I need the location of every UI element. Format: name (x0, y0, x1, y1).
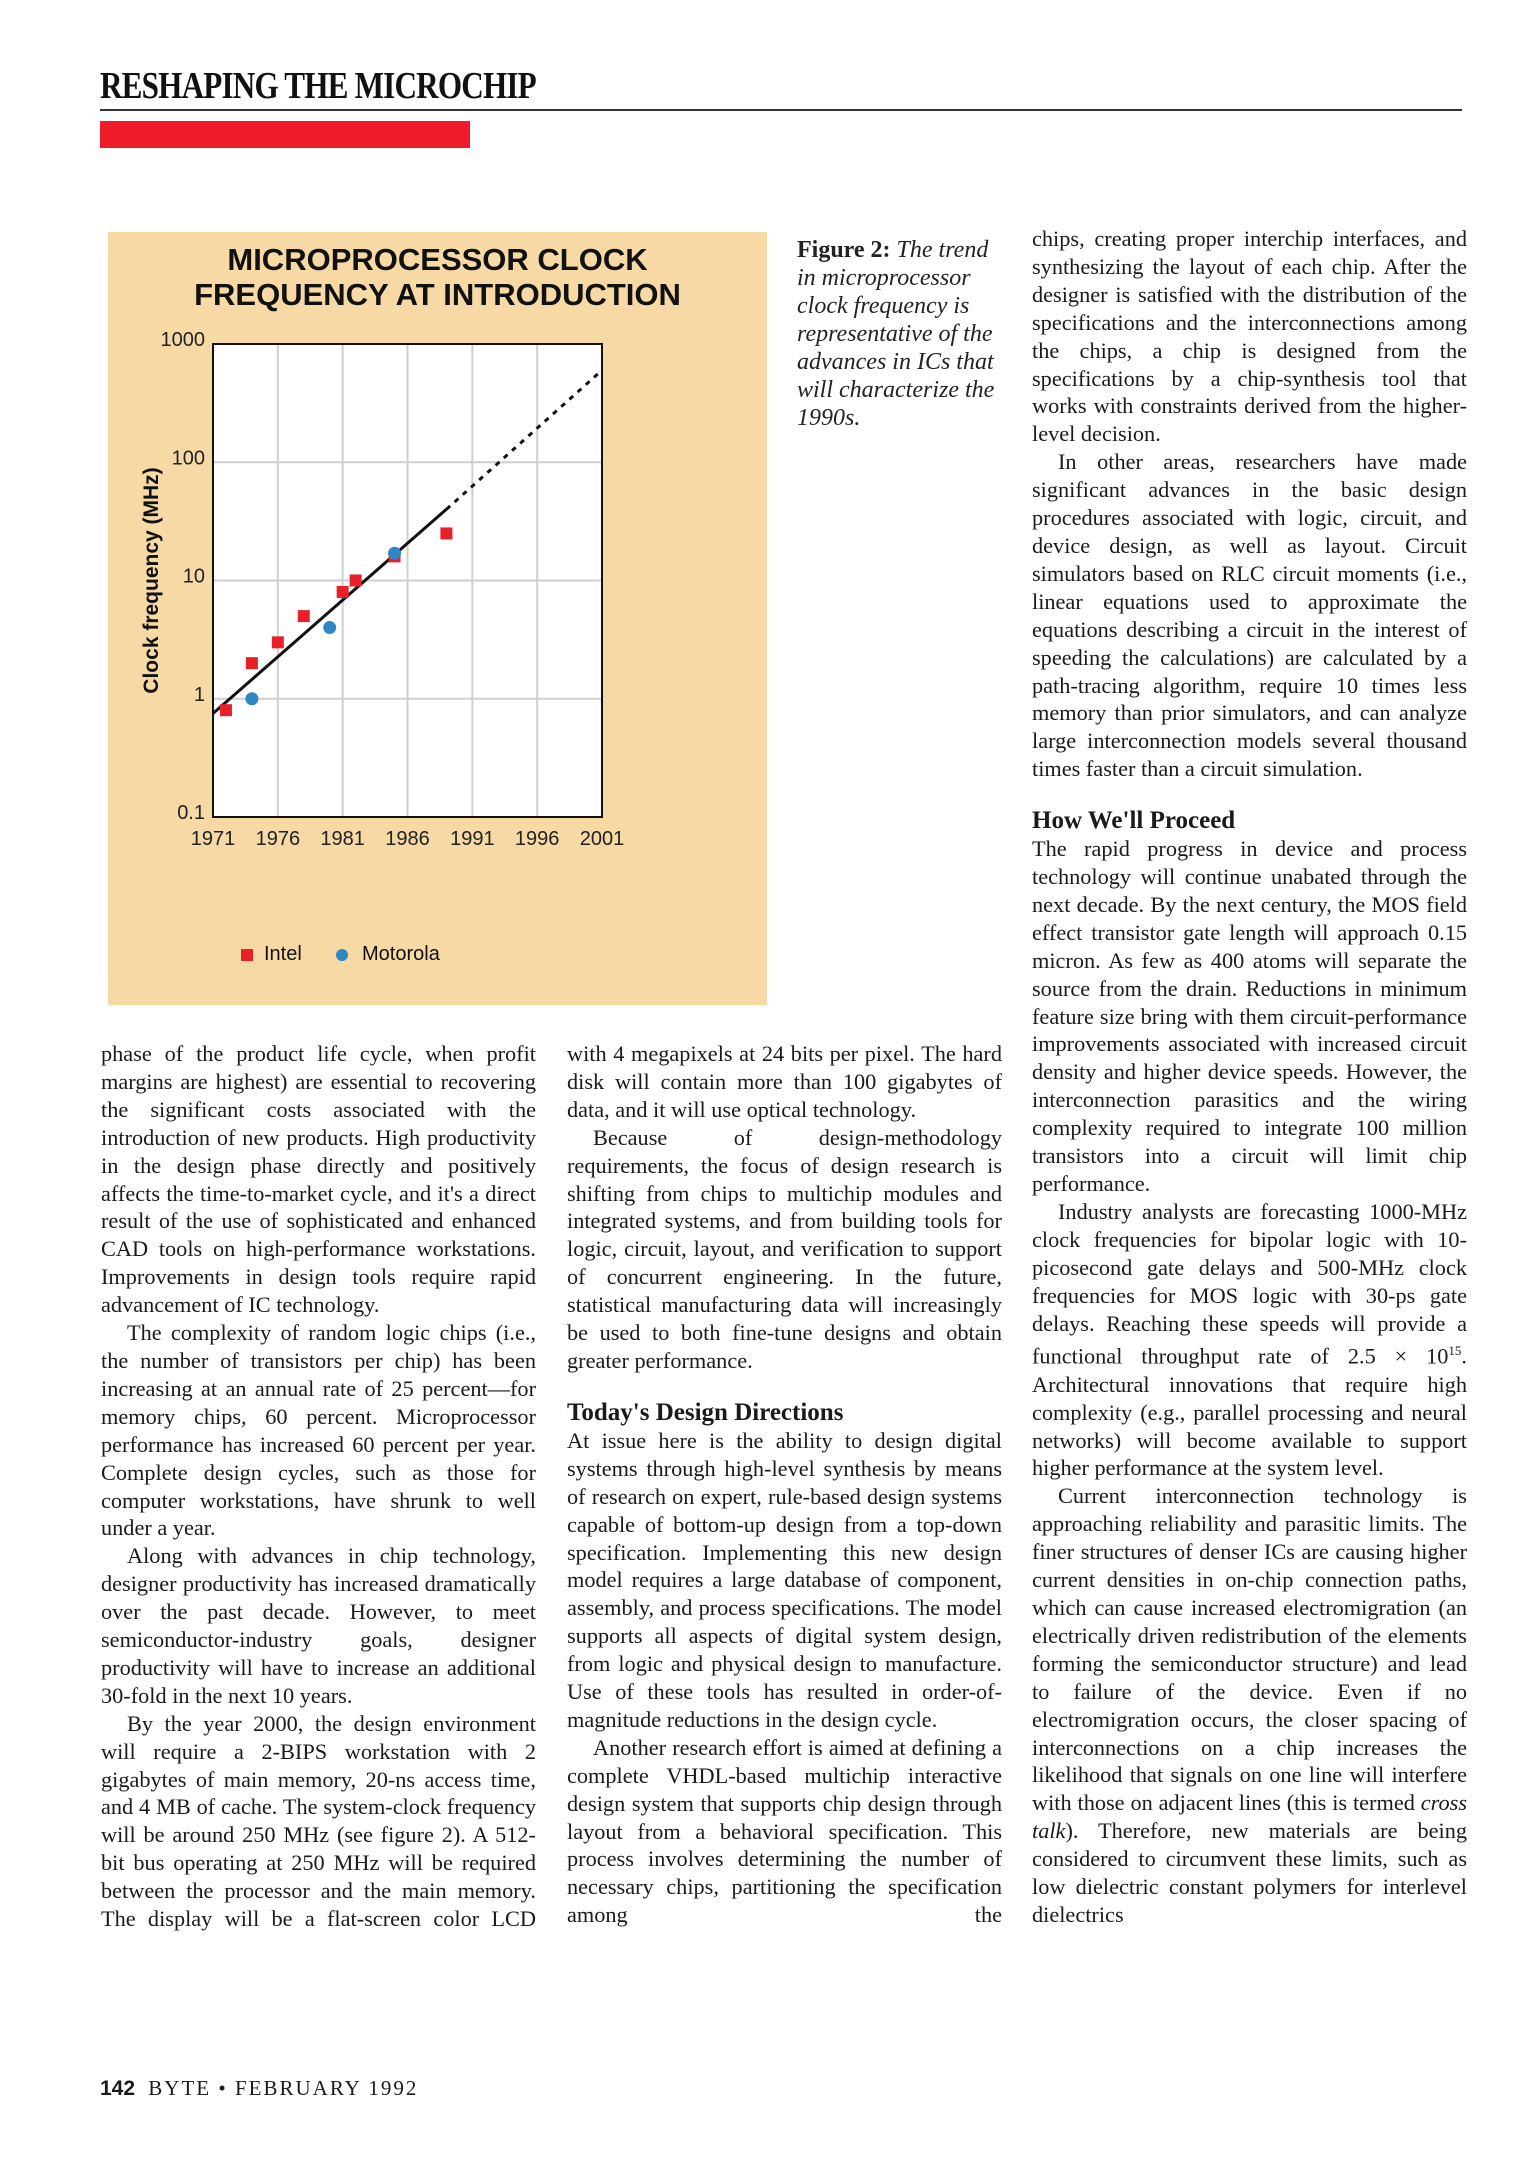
chart-title-line-1: MICROPROCESSOR CLOCK (227, 242, 648, 277)
motorola-point (323, 621, 337, 635)
header-rule (100, 109, 1462, 111)
legend-intel-marker (241, 949, 253, 961)
y-tick-label: 1 (194, 684, 205, 706)
issue-date: FEBRUARY 1992 (234, 2076, 419, 2100)
y-tick-label: 10 (183, 566, 205, 588)
x-tick-label: 1981 (320, 828, 365, 850)
intel-point (271, 636, 284, 649)
intel-point (440, 527, 453, 540)
figure-caption: Figure 2: The trend in microprocessor cl… (797, 236, 1007, 432)
italic-term: cross talk (1032, 1790, 1467, 1844)
paragraph: Another research effort is aimed at defi… (567, 1734, 1002, 1928)
y-axis-label: Clock frequency (MHz) (140, 467, 163, 693)
paragraph: The rapid progress in device and process… (1032, 836, 1467, 1196)
plot-border (212, 343, 603, 818)
intel-point (219, 704, 232, 717)
text: ). Therefore, new materials are being co… (1032, 1818, 1467, 1927)
legend-motorola-label: Motorola (362, 943, 441, 965)
separator: • (218, 2076, 228, 2100)
paragraph: The complexity of random logic chips (i.… (101, 1320, 536, 1541)
text: Current interconnection technology is ap… (1032, 1483, 1467, 1816)
caption-label: Figure 2: (797, 237, 891, 263)
paragraph: At issue here is the ability to design d… (567, 1427, 1002, 1732)
x-tick-label: 1971 (191, 828, 236, 850)
intel-point (349, 574, 362, 587)
clock-frequency-chart: 1971 1976 1981 1986 1991 1996 2001 0.1 1 10 100 100… (140, 329, 625, 965)
accent-bar (100, 121, 470, 148)
page-footer: 142 BYTE • FEBRUARY 1992 (100, 2076, 418, 2101)
x-tick-label: 2001 (580, 828, 625, 850)
x-tick-label: 1996 (515, 828, 560, 850)
intel-point (297, 610, 310, 623)
paragraph: chips, creating proper interchip interfa… (1032, 226, 1467, 447)
legend-intel-label: Intel (264, 943, 302, 965)
paragraph: Current interconnection technology is ap… (1032, 1482, 1467, 1929)
x-tick-label: 1991 (450, 828, 495, 850)
x-tick-label: 1986 (385, 828, 430, 850)
paragraph: phase of the product life cycle, when pr… (101, 1041, 536, 1318)
trend-line (212, 508, 448, 715)
motorola-point (245, 692, 259, 706)
column-3: chips, creating proper interchip interfa… (1032, 225, 1467, 1929)
chart-title-line-2: FREQUENCY AT INTRODUCTION (194, 277, 681, 312)
trend-projection (445, 369, 603, 511)
paragraph: with 4 megapixels at 24 bits per pixel. … (567, 1041, 1002, 1122)
paragraph: By the year 2000, the design environment… (101, 1710, 536, 1932)
section-heading: How We'll Proceed (1032, 807, 1236, 835)
intel-point (245, 657, 258, 670)
paragraph: Industry analysts are forecasting 1000-M… (1032, 1198, 1467, 1482)
paragraph: In other areas, researchers have made si… (1032, 449, 1467, 782)
intel-point (336, 585, 349, 598)
caption-text: The trend in microprocessor clock freque… (797, 237, 995, 431)
motorola-point (388, 546, 402, 560)
y-tick-label: 100 (172, 447, 205, 469)
text: . Architectural innovations that require… (1032, 1343, 1467, 1481)
page-number: 142 (100, 2077, 136, 2100)
column-1: phase of the product life cycle, when pr… (101, 1040, 536, 1933)
x-tick-label: 1976 (256, 828, 300, 850)
chart-title: MICROPROCESSOR CLOCK FREQUENCY AT INTROD… (108, 242, 767, 312)
magazine-name: BYTE (148, 2076, 212, 2100)
section-heading: Today's Design Directions (567, 1398, 844, 1426)
paragraph: Because of design-methodology requiremen… (567, 1124, 1002, 1373)
text: Industry analysts are forecasting 1000-M… (1032, 1198, 1467, 1369)
y-tick-label: 1000 (161, 329, 206, 351)
y-tick-label: 0.1 (177, 802, 205, 824)
paragraph: Along with advances in chip technology, … (101, 1543, 536, 1708)
column-2: with 4 megapixels at 24 bits per pixel. … (567, 1040, 1002, 1929)
section-title: RESHAPING THE MICROCHIP (100, 65, 537, 107)
superscript: 15 (1448, 1343, 1462, 1359)
legend-motorola-marker (336, 949, 348, 961)
